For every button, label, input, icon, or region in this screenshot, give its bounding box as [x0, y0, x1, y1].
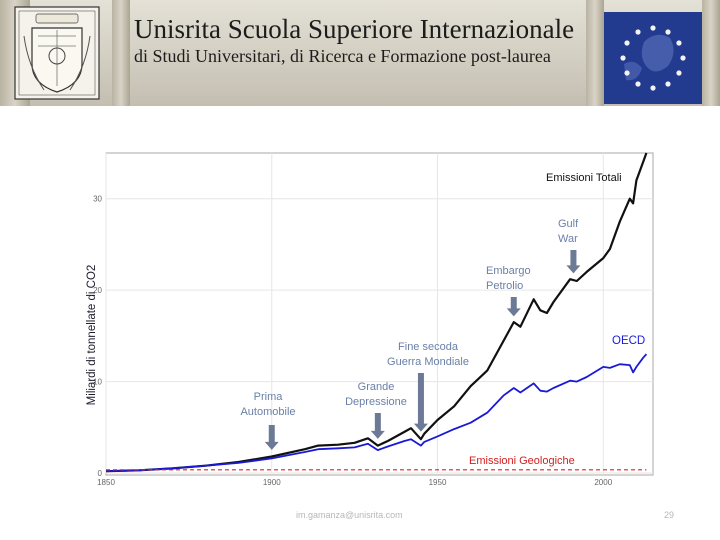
- legend-oecd-label: OECD: [612, 335, 645, 347]
- x-tick-label: 1900: [263, 478, 281, 487]
- x-tick-label: 1950: [429, 478, 447, 487]
- annotation-prima: Prima Automobile: [240, 391, 295, 418]
- arrow-icon: [566, 250, 581, 274]
- arrow-icon: [370, 413, 385, 439]
- legend-geological-label: Emissioni Geologiche: [469, 455, 575, 467]
- series: Emissioni Totali OECD Emissioni Geologiche: [105, 152, 648, 473]
- flag-star-icon: [635, 29, 641, 35]
- university-subtitle: di Studi Universitari, di Ricerca e Form…: [134, 46, 551, 66]
- flag-star-icon: [665, 81, 671, 87]
- flag-star-icon: [624, 40, 630, 46]
- x-tick-label: 1850: [97, 478, 115, 487]
- flag-star-icon: [676, 70, 682, 76]
- flag-star-icon: [665, 29, 671, 35]
- series-oecd-line: [105, 353, 648, 473]
- page-number: 29: [664, 510, 675, 520]
- annotation-grande: Grande Depressione: [345, 381, 407, 408]
- legend-total-label: Emissioni Totali: [546, 172, 622, 184]
- arrow-icon: [264, 425, 279, 450]
- flag-star-icon: [624, 70, 630, 76]
- flag-star-icon: [676, 40, 682, 46]
- arrow-icon: [413, 373, 428, 432]
- annotation-fine: Fine secoda Guerra Mondiale: [387, 341, 469, 368]
- annotation-embargo: Embargo Petrolio: [486, 265, 531, 292]
- university-title: Unisrita Scuola Superiore Internazionale: [134, 14, 575, 44]
- eu-flag-icon: [604, 12, 702, 104]
- annotation-gulf: Gulf War: [558, 218, 579, 245]
- series-total-line: [105, 152, 648, 473]
- y-tick-label: 30: [93, 195, 102, 204]
- flag-star-icon: [650, 25, 656, 31]
- y-tick-label: 10: [93, 378, 102, 387]
- footer-email: im.gamanza@unisrita.com: [296, 510, 403, 520]
- y-tick-label: 20: [93, 286, 102, 295]
- flag-star-icon: [650, 85, 656, 91]
- flag-star-icon: [680, 55, 686, 61]
- axis-ticks: 0 10 20 30 1850 1900 1950 2000: [93, 195, 613, 487]
- arrow-icon: [506, 297, 521, 317]
- university-crest-icon: [14, 6, 100, 100]
- x-tick-label: 2000: [594, 478, 612, 487]
- header-banner: Unisrita Scuola Superiore Internazionale…: [0, 0, 720, 106]
- flag-star-icon: [635, 81, 641, 87]
- y-axis-label: Miliardi di tonnellate di CO2: [86, 265, 98, 406]
- annotations: Prima Automobile Grande Depressione Fine sec…: [240, 218, 581, 450]
- flag-star-icon: [620, 55, 626, 61]
- y-tick-label: 0: [98, 469, 103, 478]
